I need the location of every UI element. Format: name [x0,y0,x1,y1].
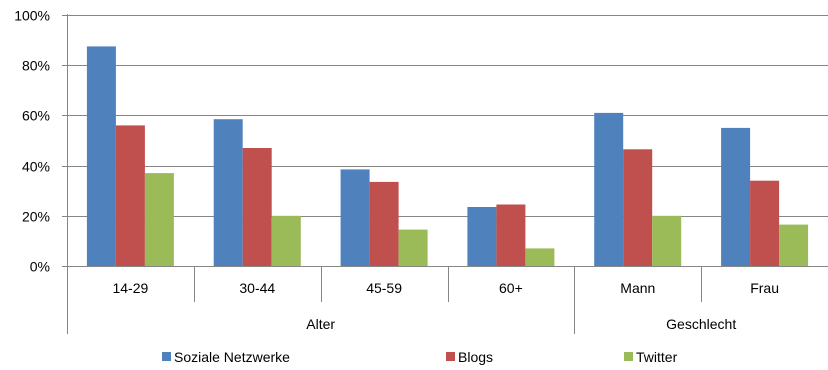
legend: Soziale Netzwerke Blogs Twitter [162,349,678,365]
legend-swatch [162,352,171,361]
bar [144,173,174,266]
x-axis-groups: Alter Geschlecht [306,316,736,332]
bar [369,181,399,266]
bar [594,112,624,267]
x-group-label: Geschlecht [666,316,736,332]
x-category-label: 60+ [499,280,523,296]
bar [721,127,751,267]
x-category-label: 30-44 [239,280,275,296]
x-category-label: 14-29 [112,280,148,296]
y-tick-label: 40% [22,159,50,175]
y-tick-label: 20% [22,209,50,225]
bar [398,229,428,266]
legend-item: Twitter [624,349,678,365]
x-group-label: Alter [306,316,335,332]
legend-label: Twitter [636,349,678,365]
x-category-label: 45-59 [366,280,402,296]
x-category-label: Mann [620,280,655,296]
bar [213,119,243,266]
legend-swatch [446,352,455,361]
bar [340,169,370,266]
legend-item: Blogs [446,349,493,365]
gridlines [67,15,828,217]
x-category-label: Frau [750,280,779,296]
legend-label: Soziale Netzwerke [174,349,290,365]
bar [86,46,116,267]
legend-swatch [624,352,633,361]
y-tick-label: 80% [22,58,50,74]
y-tick-label: 100% [14,8,50,24]
x-axis-categories: 14-29 30-44 45-59 60+ Mann Frau [112,280,779,296]
legend-label: Blogs [458,349,493,365]
y-tick-label: 0% [30,259,50,275]
bar [750,180,780,266]
y-axis-ticks: 0% 20% 40% 60% 80% 100% [14,8,67,275]
bar [525,248,555,266]
bar [271,215,301,266]
bar [115,125,145,267]
bar [242,148,272,266]
legend-item: Soziale Netzwerke [162,349,290,365]
bars [86,46,809,267]
bar [467,207,497,266]
bar [652,215,682,266]
axes [67,14,828,334]
y-tick-label: 60% [22,108,50,124]
bar [779,224,809,266]
bar [496,204,526,266]
bar [623,149,653,266]
